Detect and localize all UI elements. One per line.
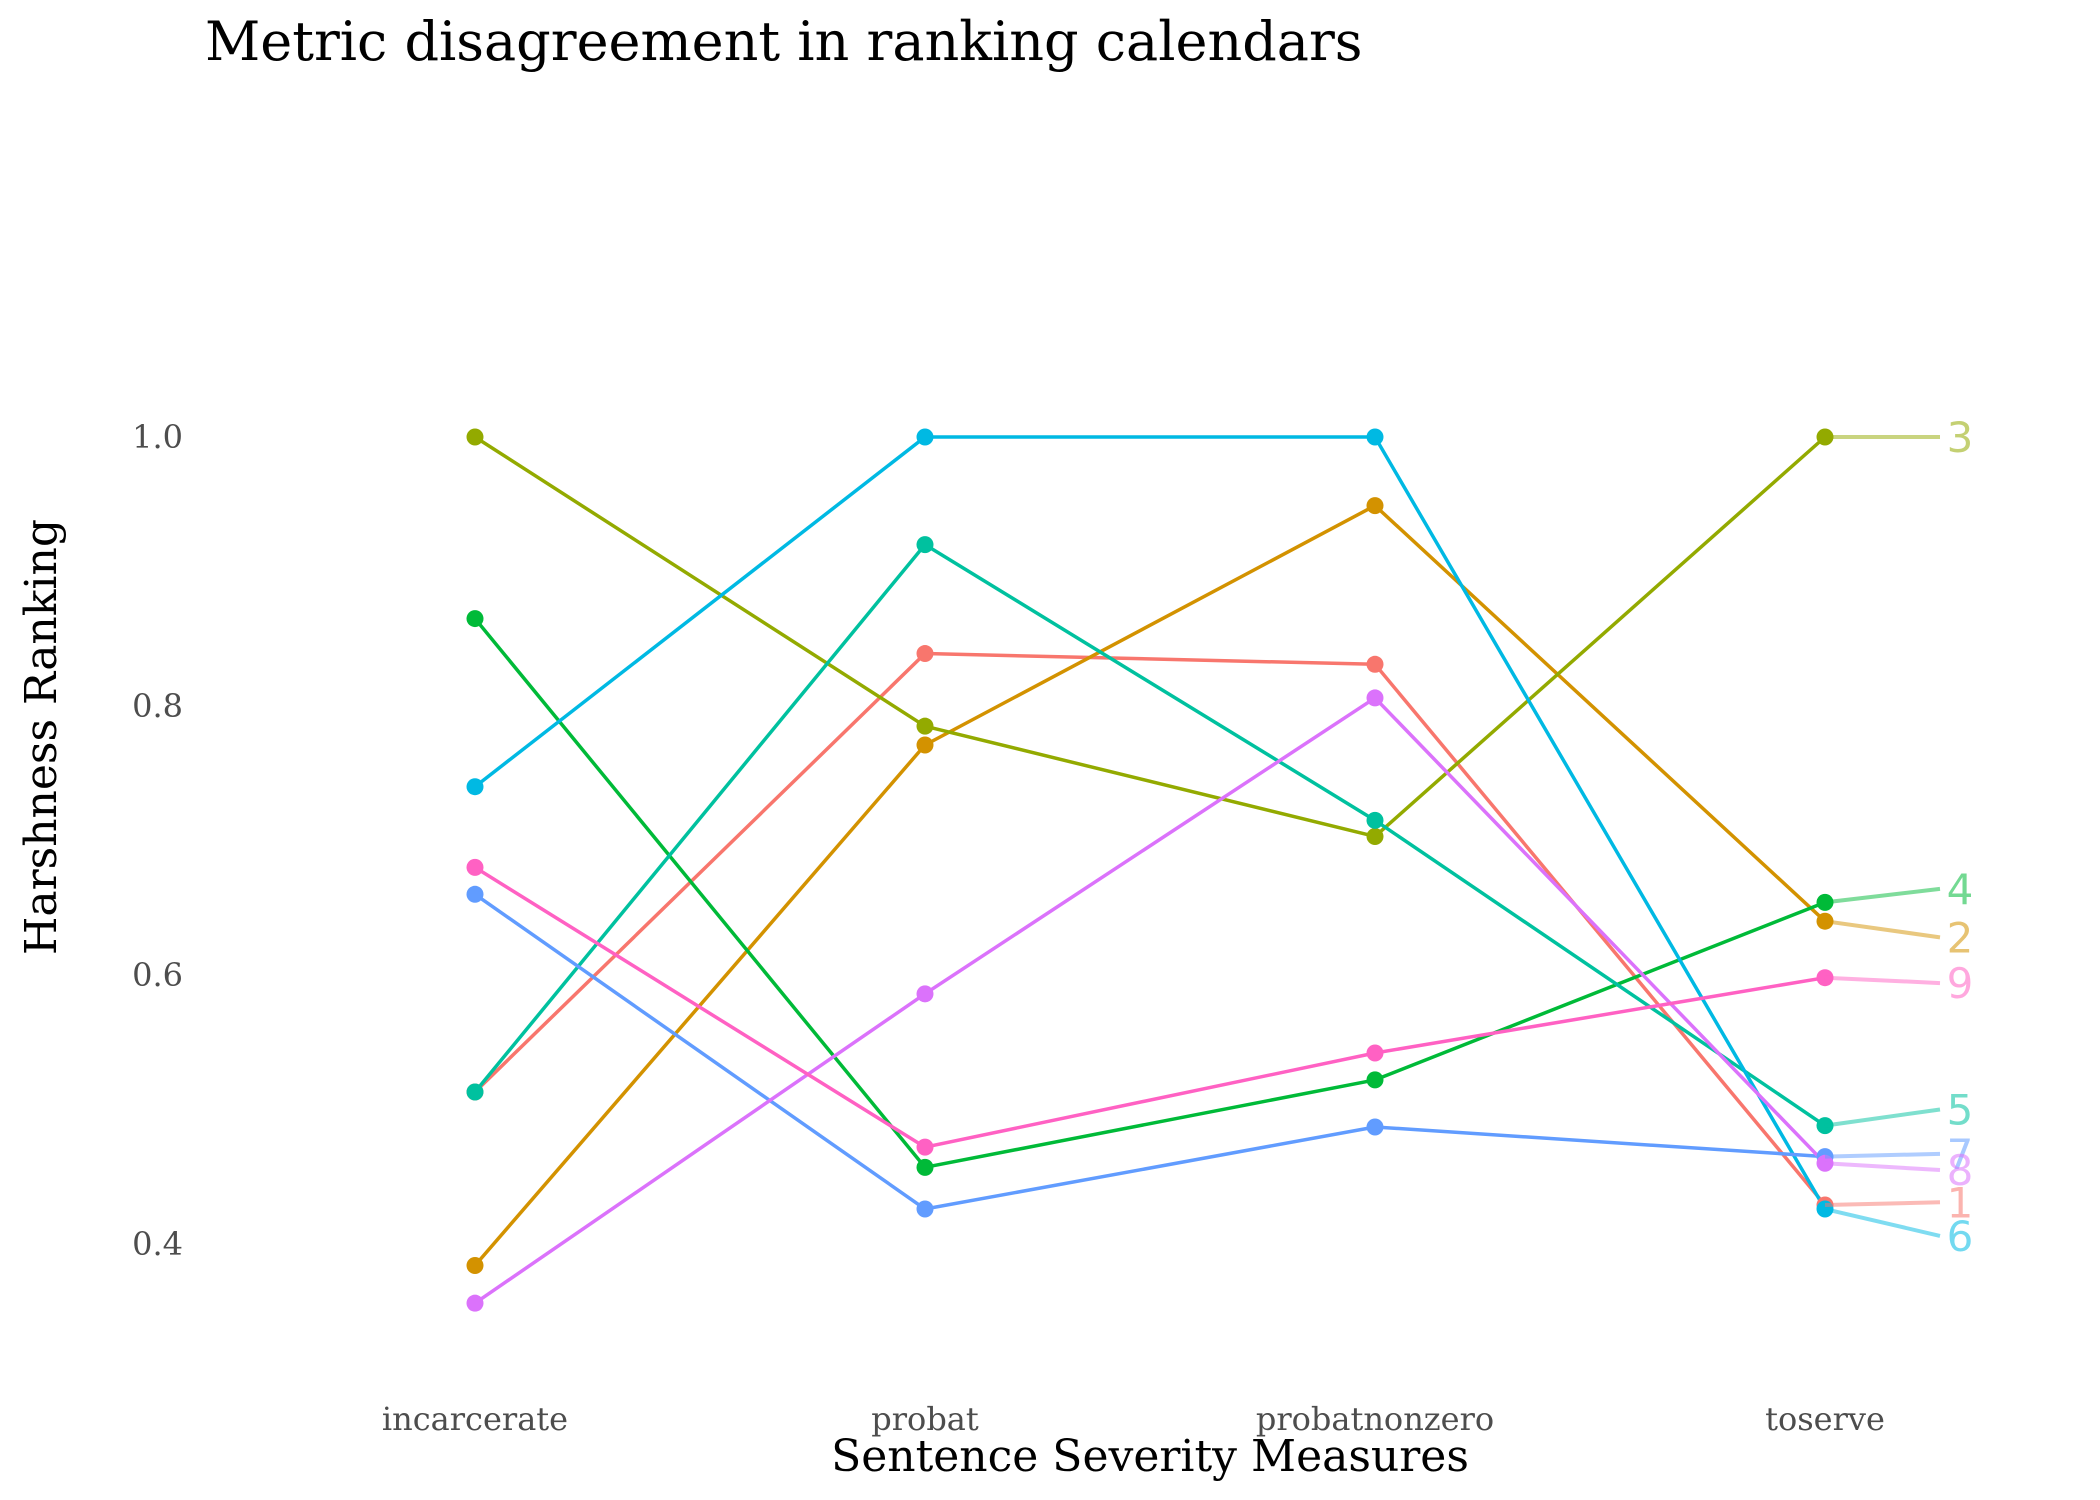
series-line-8 bbox=[474, 696, 1827, 1305]
series-points bbox=[466, 428, 1834, 1312]
label-connector-9 bbox=[1824, 975, 1941, 986]
label-connector-7 bbox=[1824, 1151, 1941, 1159]
series-end-label-8: 8 bbox=[1947, 1146, 1974, 1195]
data-point-series-3 bbox=[466, 428, 484, 446]
series-line-4 bbox=[473, 617, 1826, 1170]
series-end-label-5: 5 bbox=[1947, 1086, 1974, 1135]
data-point-series-9 bbox=[1366, 1044, 1384, 1062]
label-connector-2 bbox=[1824, 919, 1941, 940]
y-tick-label: 0.4 bbox=[132, 1225, 183, 1263]
series-end-label-1: 1 bbox=[1947, 1178, 1974, 1227]
data-point-series-8 bbox=[1366, 689, 1384, 707]
series-line-3 bbox=[474, 435, 1827, 839]
y-axis-title: Harshness Ranking bbox=[16, 519, 67, 955]
data-point-series-4 bbox=[466, 610, 484, 628]
y-axis-ticks: 0.4 0.6 0.8 1.0 bbox=[132, 418, 183, 1263]
series-end-labels: 1 2 3 4 5 6 78 9 bbox=[1824, 413, 1974, 1261]
label-connector-6 bbox=[1824, 1207, 1941, 1238]
label-connector-1 bbox=[1824, 1200, 1941, 1207]
label-connector-8 bbox=[1824, 1161, 1941, 1173]
series-line-5 bbox=[473, 542, 1826, 1128]
series-line-2 bbox=[473, 503, 1827, 1267]
data-point-series-2 bbox=[466, 1257, 484, 1275]
series-end-label-2: 2 bbox=[1947, 913, 1974, 962]
data-point-series-4 bbox=[1366, 1071, 1384, 1089]
data-point-series-3 bbox=[1366, 827, 1384, 845]
data-point-series-9 bbox=[916, 1138, 934, 1156]
data-point-series-5 bbox=[466, 1083, 484, 1101]
data-point-series-1 bbox=[916, 645, 934, 663]
data-point-series-7 bbox=[1366, 1118, 1384, 1136]
series-line-9 bbox=[474, 865, 1826, 1149]
x-axis-ticks: incarcerate probat probatnonzero toserve bbox=[382, 1400, 1885, 1438]
series-line-6 bbox=[473, 435, 1827, 1210]
data-point-series-1 bbox=[1366, 655, 1384, 673]
x-tick-label: toserve bbox=[1765, 1400, 1885, 1438]
series-end-label-9: 9 bbox=[1947, 959, 1974, 1008]
series-line-1 bbox=[473, 651, 1827, 1207]
series-end-label-6: 6 bbox=[1947, 1212, 1974, 1261]
series-end-label-4: 4 bbox=[1947, 865, 1974, 914]
label-connector-5 bbox=[1824, 1107, 1941, 1128]
y-tick-label: 0.8 bbox=[132, 687, 183, 725]
x-tick-label: probatnonzero bbox=[1256, 1400, 1494, 1438]
series-lines bbox=[473, 435, 1827, 1305]
data-point-series-8 bbox=[466, 1294, 484, 1312]
chart-title: Metric disagreement in ranking calendars bbox=[205, 10, 1363, 73]
x-axis-title: Sentence Severity Measures bbox=[831, 1431, 1469, 1482]
data-point-series-7 bbox=[466, 885, 484, 903]
data-point-series-2 bbox=[916, 736, 934, 754]
series-line-7 bbox=[473, 892, 1826, 1211]
x-tick-label: incarcerate bbox=[382, 1400, 568, 1438]
data-point-series-8 bbox=[916, 985, 934, 1003]
label-connector-4 bbox=[1824, 886, 1941, 905]
y-tick-label: 0.6 bbox=[132, 956, 183, 994]
data-point-series-5 bbox=[916, 536, 934, 554]
data-point-series-6 bbox=[1366, 428, 1384, 446]
x-tick-label: probat bbox=[871, 1400, 979, 1438]
data-point-series-3 bbox=[916, 717, 934, 735]
series-end-label-3: 3 bbox=[1947, 413, 1974, 462]
y-tick-label: 1.0 bbox=[132, 418, 183, 456]
series-end-label-7: 7 bbox=[1947, 1130, 1974, 1179]
data-point-series-5 bbox=[1366, 811, 1384, 829]
data-point-series-9 bbox=[466, 858, 484, 876]
data-point-series-7 bbox=[916, 1200, 934, 1218]
data-point-series-6 bbox=[466, 778, 484, 796]
data-point-series-2 bbox=[1366, 497, 1384, 515]
data-point-series-4 bbox=[916, 1158, 934, 1176]
data-point-series-6 bbox=[916, 428, 934, 446]
